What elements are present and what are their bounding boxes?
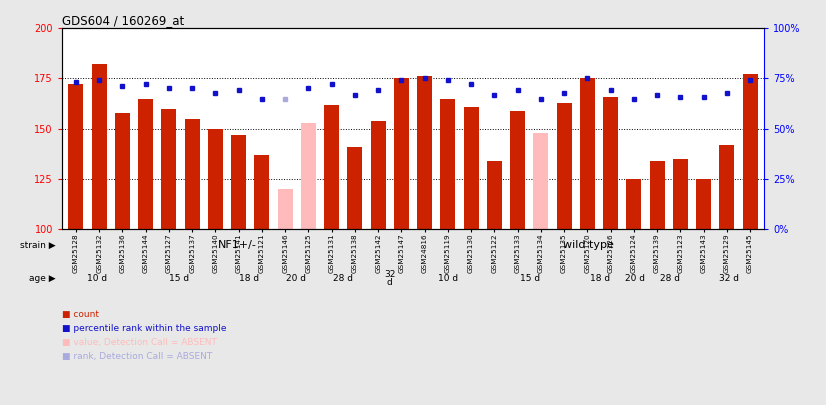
Bar [208,128,223,229]
Text: ■ percentile rank within the sample: ■ percentile rank within the sample [62,324,226,333]
Bar [673,159,688,229]
Bar [92,64,107,229]
Bar [417,77,432,229]
Text: ■ rank, Detection Call = ABSENT: ■ rank, Detection Call = ABSENT [62,352,212,361]
Text: 18 d: 18 d [239,274,259,283]
Bar [161,109,177,229]
Bar [440,98,455,229]
Bar [534,132,548,229]
Bar [743,75,757,229]
Bar [254,155,269,229]
Text: wild type: wild type [563,241,614,250]
Bar [347,147,363,229]
Bar [603,96,618,229]
Bar [487,161,502,229]
Bar [231,134,246,229]
Bar [394,79,409,229]
Text: 32
d: 32 d [384,270,396,288]
Bar [626,179,642,229]
Text: GDS604 / 160269_at: GDS604 / 160269_at [62,14,184,27]
Bar [557,102,572,229]
Bar [138,98,153,229]
Bar [69,85,83,229]
Text: 28 d: 28 d [333,274,353,283]
Text: ■ count: ■ count [62,310,99,319]
Bar [649,161,665,229]
Text: 20 d: 20 d [286,274,306,283]
Text: 10 d: 10 d [87,274,107,283]
Text: age ▶: age ▶ [29,274,55,283]
Text: 28 d: 28 d [661,274,681,283]
Text: strain ▶: strain ▶ [20,241,55,250]
Text: 15 d: 15 d [520,274,540,283]
Text: 20 d: 20 d [625,274,645,283]
Text: ■ value, Detection Call = ABSENT: ■ value, Detection Call = ABSENT [62,338,216,347]
Bar [301,123,316,229]
Bar [115,113,130,229]
Text: 10 d: 10 d [438,274,458,283]
Text: NF1+/-: NF1+/- [218,241,257,250]
Bar [278,189,292,229]
Text: 32 d: 32 d [719,274,739,283]
Text: 15 d: 15 d [169,274,189,283]
Bar [719,145,734,229]
Bar [371,121,386,229]
Bar [696,179,711,229]
Bar [580,79,595,229]
Bar [184,119,200,229]
Bar [510,111,525,229]
Bar [463,107,479,229]
Text: 18 d: 18 d [590,274,610,283]
Bar [324,104,339,229]
